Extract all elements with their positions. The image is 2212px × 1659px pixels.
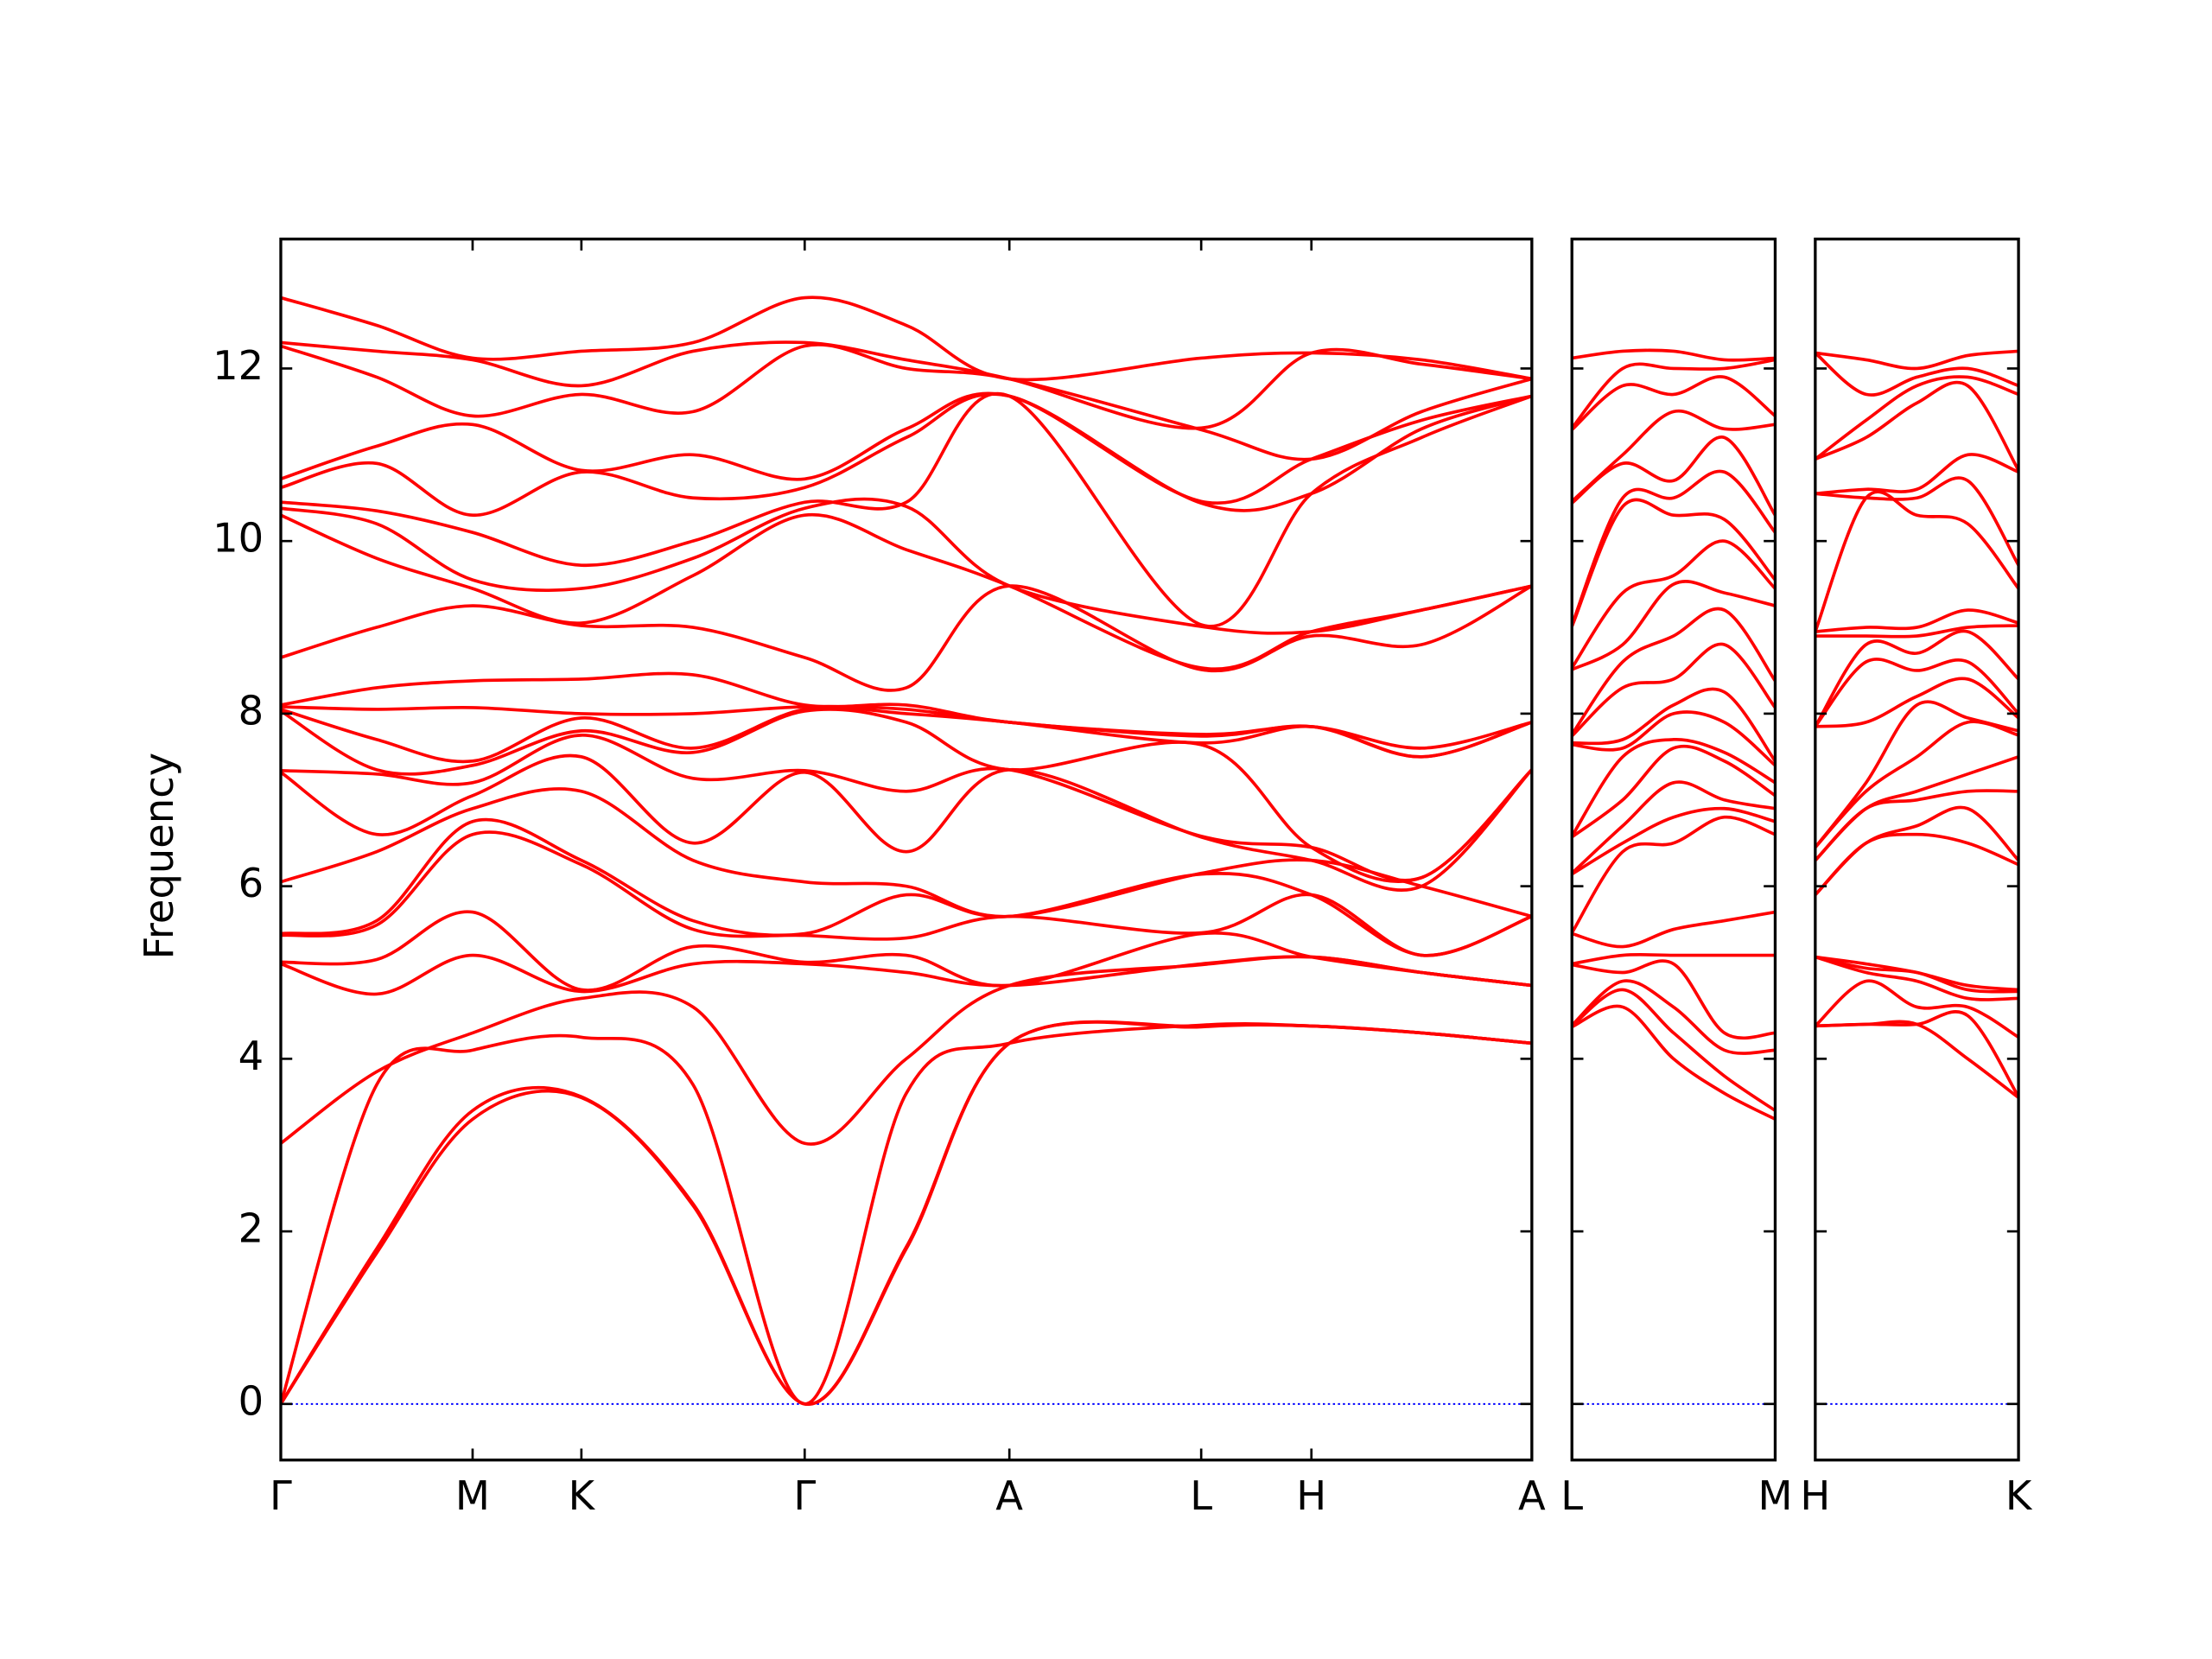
band-line xyxy=(1815,375,2019,461)
band-line xyxy=(1572,469,1776,626)
band-line xyxy=(1815,1020,2019,1099)
x-tick-label: L xyxy=(1190,1472,1212,1519)
band-line xyxy=(1572,979,1776,1055)
panel-frame xyxy=(279,237,1534,1462)
band-line xyxy=(1572,744,1776,839)
y-tick-label: 12 xyxy=(213,342,264,389)
band-line xyxy=(280,584,1532,692)
band-line xyxy=(280,391,1532,505)
band-line xyxy=(1815,629,2019,728)
band-line xyxy=(280,340,1532,430)
band-line xyxy=(1815,476,2019,567)
band-line xyxy=(280,753,1532,892)
band-line xyxy=(280,671,1532,750)
band-line xyxy=(280,392,1532,518)
y-tick-label: 6 xyxy=(238,860,264,906)
y-tick-label: 4 xyxy=(238,1033,264,1079)
band-line xyxy=(1572,409,1776,503)
band-line xyxy=(1572,358,1776,429)
band-line xyxy=(1572,738,1776,837)
band-line xyxy=(1815,624,2019,639)
band-line xyxy=(1572,806,1776,876)
band-line xyxy=(1815,490,2019,632)
panel-frame xyxy=(1570,237,1777,1462)
band-line xyxy=(1572,348,1776,362)
band-line xyxy=(280,910,1532,992)
band-line xyxy=(1572,435,1776,517)
band-line xyxy=(1815,349,2019,371)
band-line xyxy=(1815,352,2019,397)
band-line xyxy=(280,1022,1532,1406)
band-line xyxy=(280,734,1532,882)
band-line xyxy=(1815,755,2019,861)
band-line xyxy=(1572,910,1776,949)
band-line xyxy=(280,1020,1532,1406)
band-line xyxy=(280,512,1532,671)
x-tick-label: M xyxy=(1758,1472,1792,1519)
band-line xyxy=(1572,952,1776,966)
band-line xyxy=(1572,815,1776,934)
band-line xyxy=(1572,375,1776,431)
band-line xyxy=(1572,1004,1776,1121)
band-line xyxy=(1815,955,2019,1001)
band-line xyxy=(1815,1010,2019,1098)
band-line xyxy=(280,817,1532,957)
x-tick-label: H xyxy=(1296,1472,1326,1519)
x-tick-label: K xyxy=(569,1472,596,1519)
x-tick-label: M xyxy=(455,1472,490,1519)
y-tick-label: 10 xyxy=(213,515,264,562)
y-tick-label: 0 xyxy=(238,1377,264,1424)
x-tick-label: K xyxy=(2005,1472,2033,1519)
y-tick-label: 2 xyxy=(238,1205,264,1252)
band-line xyxy=(1572,642,1776,738)
band-line xyxy=(1572,687,1776,762)
band-line xyxy=(280,1020,1532,1406)
band-line xyxy=(1572,580,1776,671)
band-line xyxy=(1815,608,2019,633)
band-line xyxy=(280,497,1532,635)
band-line xyxy=(1815,805,2019,896)
band-line xyxy=(1572,710,1776,767)
band-line xyxy=(1815,380,2019,472)
band-line xyxy=(1815,955,2019,992)
band-line xyxy=(1815,453,2019,496)
band-line xyxy=(1572,539,1776,669)
x-tick-label: L xyxy=(1560,1472,1583,1519)
x-tick-label: H xyxy=(1800,1472,1830,1519)
band-line xyxy=(280,343,1532,461)
x-tick-label: A xyxy=(995,1472,1023,1519)
band-line xyxy=(1815,658,2019,728)
band-line xyxy=(280,296,1532,382)
y-axis-label: Frequency xyxy=(136,753,182,960)
x-tick-label: A xyxy=(1518,1472,1546,1519)
band-line xyxy=(1572,607,1776,735)
band-line xyxy=(1572,988,1776,1112)
panel-frame xyxy=(1814,237,2020,1462)
band-line xyxy=(1815,832,2019,896)
x-tick-label: Γ xyxy=(270,1472,292,1519)
band-line xyxy=(1572,780,1776,874)
band-line xyxy=(1572,959,1776,1040)
band-line xyxy=(1572,498,1776,627)
band-line xyxy=(1815,700,2019,849)
y-tick-label: 8 xyxy=(238,687,264,734)
band-line xyxy=(280,708,1532,883)
band-line xyxy=(280,830,1532,957)
x-tick-label: Γ xyxy=(793,1472,816,1519)
band-line xyxy=(1815,979,2019,1039)
band-line xyxy=(1815,677,2019,728)
